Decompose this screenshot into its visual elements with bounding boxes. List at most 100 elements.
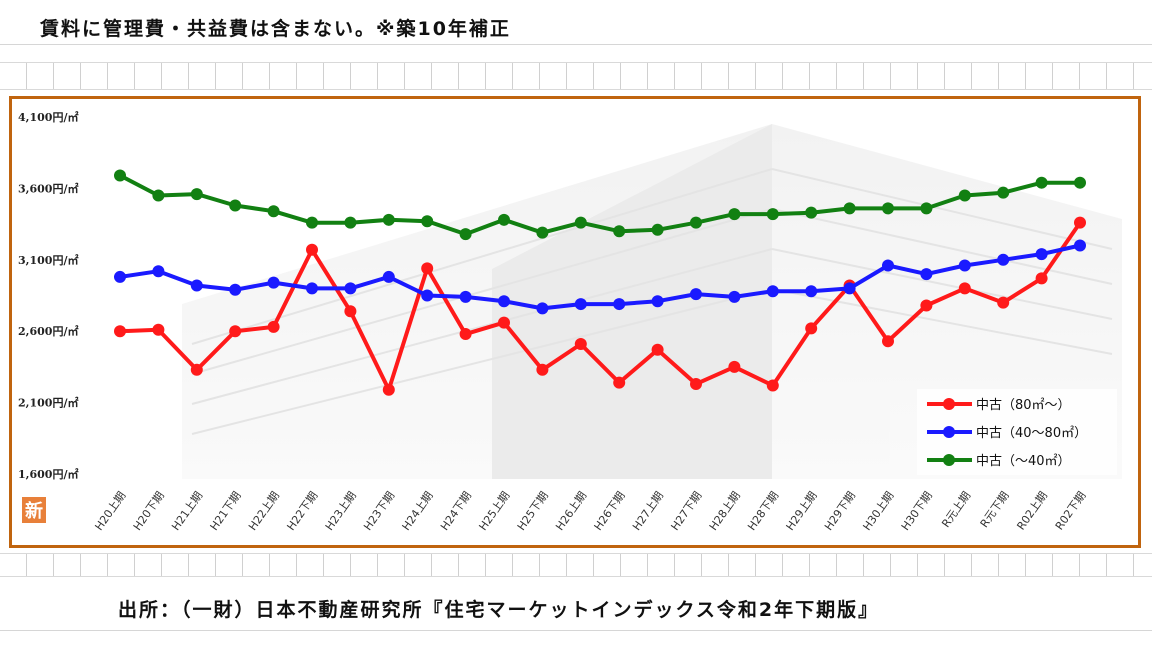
data-point [690, 378, 702, 391]
data-point [843, 202, 856, 215]
data-point [229, 283, 242, 296]
x-tick-label: H20下期 [131, 489, 167, 533]
x-tick-label: H21下期 [208, 489, 244, 533]
data-point [690, 288, 702, 301]
legend-marker [943, 426, 955, 438]
x-tick-label: H28上期 [707, 489, 743, 533]
data-point [920, 268, 933, 281]
y-axis: 4,100円/㎡ 3,600円/㎡ 3,100円/㎡ 2,600円/㎡ 2,100円/㎡… [18, 110, 78, 481]
y-tick-label: 1,600円/㎡ [18, 467, 78, 481]
x-tick-label: H21上期 [169, 489, 205, 533]
data-point [805, 206, 818, 219]
data-point [421, 262, 434, 275]
data-point [536, 226, 549, 239]
x-tick-label: H24下期 [438, 489, 474, 533]
x-tick-label: H22上期 [246, 489, 282, 533]
x-tick-label: H26下期 [592, 489, 628, 533]
series-lines [114, 169, 1086, 396]
series-line [119, 173, 1080, 237]
data-point [1074, 216, 1086, 229]
data-point [920, 202, 933, 215]
series-group [114, 216, 1086, 396]
data-point [613, 225, 626, 238]
data-point [306, 216, 318, 229]
data-point [766, 285, 779, 298]
data-point [114, 270, 126, 283]
data-point [574, 298, 587, 311]
x-tick-label: H25上期 [476, 489, 512, 533]
data-point [382, 213, 395, 226]
series-line [119, 221, 1082, 392]
data-point [1074, 239, 1086, 252]
data-point [805, 285, 818, 298]
x-tick-label: R元上期 [939, 489, 973, 530]
data-point [536, 363, 549, 376]
x-tick-label: H23下期 [361, 489, 397, 533]
data-point [920, 299, 933, 312]
data-point [344, 216, 357, 229]
data-point [229, 199, 242, 212]
data-point [459, 228, 472, 241]
data-point [267, 320, 280, 333]
data-point [958, 189, 971, 202]
data-point [958, 259, 971, 272]
x-tick-label: H30下期 [899, 489, 935, 533]
x-tick-label: H27下期 [668, 489, 704, 533]
data-point [997, 296, 1010, 309]
x-tick-label: R02下期 [1053, 489, 1089, 532]
data-point [498, 213, 510, 226]
x-axis: H20上期 H20下期 H21上期 H21下期 H22上期 H22下期 H23上期 H23下期… [92, 489, 1088, 533]
data-point [843, 282, 856, 295]
y-tick-label: 4,100円/㎡ [18, 110, 78, 124]
data-point [997, 186, 1010, 199]
x-tick-label: H22下期 [284, 489, 320, 533]
chart-frame: 4,100円/㎡ 3,600円/㎡ 3,100円/㎡ 2,600円/㎡ 2,100円/㎡… [9, 96, 1141, 548]
data-point [613, 376, 626, 389]
data-point [344, 282, 357, 295]
x-tick-label: H29下期 [822, 489, 858, 533]
grid-band-bottom [0, 553, 1152, 577]
data-point [152, 189, 165, 202]
line-chart: 4,100円/㎡ 3,600円/㎡ 3,100円/㎡ 2,600円/㎡ 2,100円/㎡… [18, 110, 1122, 533]
data-point [498, 316, 510, 329]
new-badge-box [22, 497, 46, 523]
data-point [766, 208, 779, 221]
data-point [267, 276, 280, 289]
x-tick-label: H26上期 [553, 489, 589, 533]
x-tick-label: H30上期 [860, 489, 896, 533]
new-badge-text: 新 [25, 500, 43, 522]
series-line [119, 243, 1081, 311]
grid-band-top [0, 62, 1152, 90]
y-tick-label: 2,600円/㎡ [18, 324, 78, 338]
series-group [114, 169, 1086, 241]
data-point [536, 302, 549, 315]
x-tick-label: R02上期 [1014, 489, 1050, 532]
data-point [459, 290, 472, 303]
data-point [882, 335, 894, 348]
x-tick-label: H28下期 [745, 489, 781, 533]
y-tick-label: 3,600円/㎡ [18, 181, 78, 195]
data-point [613, 298, 626, 311]
data-point [190, 188, 203, 201]
data-point [574, 216, 587, 229]
data-point [882, 259, 894, 272]
data-point [459, 328, 472, 341]
data-point [267, 205, 280, 218]
data-point [997, 253, 1010, 266]
data-point [805, 322, 818, 335]
data-point [421, 215, 434, 228]
data-point [728, 360, 741, 373]
data-point [344, 305, 357, 318]
data-point [152, 323, 165, 336]
data-point [190, 279, 203, 292]
data-point [690, 216, 702, 229]
data-point [651, 223, 664, 236]
x-tick-label: H23上期 [323, 489, 359, 533]
divider-line [0, 44, 1152, 45]
legend: 中古（80㎡～） 中古（40～80㎡） 中古（～40㎡） [917, 389, 1117, 475]
divider-line [0, 630, 1152, 631]
legend-marker [943, 398, 955, 410]
data-point [958, 282, 971, 295]
data-point [651, 295, 664, 308]
data-point [498, 295, 510, 308]
